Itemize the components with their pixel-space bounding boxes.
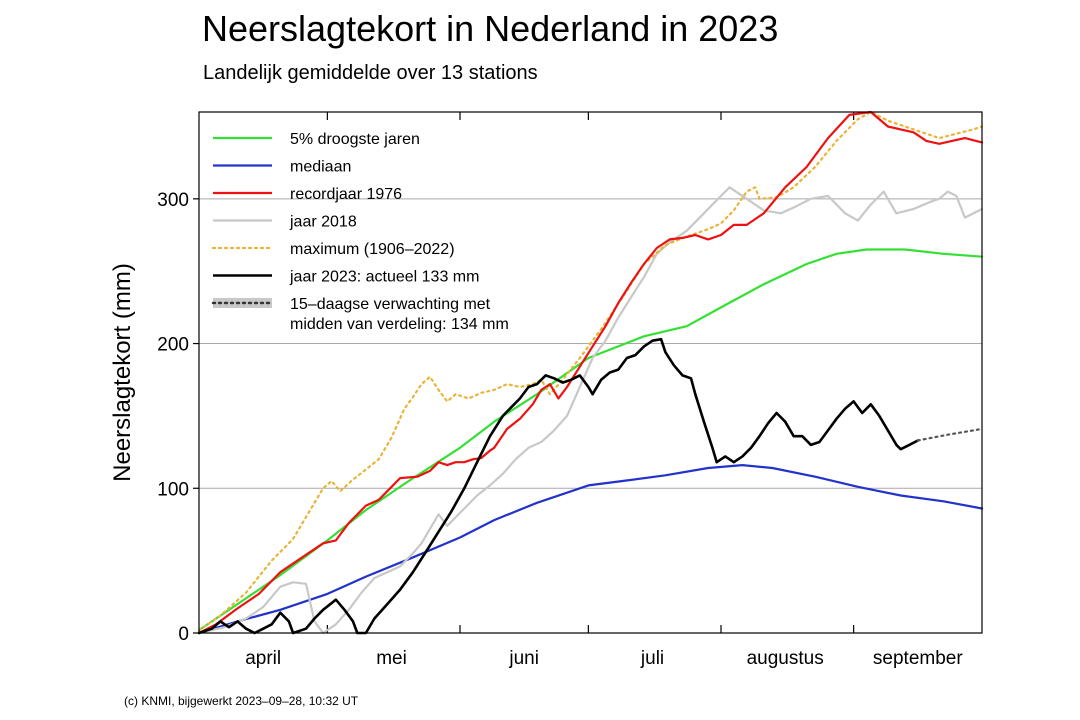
x-tick-label: juli xyxy=(640,648,664,669)
x-tick-label: mei xyxy=(376,648,407,669)
y-tick-label: 100 xyxy=(157,479,189,500)
legend-label: maximum (1906–2022) xyxy=(290,241,455,258)
legend-label: mediaan xyxy=(290,159,351,176)
legend-label: 5% droogste jaren xyxy=(290,131,420,148)
chart-subtitle: Landelijk gemiddelde over 13 stations xyxy=(203,62,538,84)
y-tick-label: 0 xyxy=(178,624,189,645)
x-tick-label: juni xyxy=(508,648,539,669)
y-ticks: 0 100 200 300 xyxy=(157,190,199,645)
x-tick-label: april xyxy=(245,648,281,669)
series-line xyxy=(197,110,984,635)
legend-label: jaar 2018 xyxy=(289,214,357,231)
x-tick-label: augustus xyxy=(747,648,824,669)
series-lines xyxy=(197,110,984,635)
legend-label: 15–daagse verwachting met midden van verd… xyxy=(290,296,509,333)
legend-label: recordjaar 1976 xyxy=(290,186,402,203)
x-month-labels: april mei juni juli augustus september xyxy=(245,648,963,669)
y-axis-label: Neerslagtekort (mm) xyxy=(109,263,136,482)
y-tick-label: 300 xyxy=(157,190,189,211)
x-tick-label: september xyxy=(873,648,963,669)
chart-title: Neerslagtekort in Nederland in 2023 xyxy=(202,8,779,49)
series-line xyxy=(197,464,984,635)
month-boundaries xyxy=(326,112,855,633)
series-line xyxy=(197,248,984,632)
legend: 5% droogste jaren mediaan recordjaar 1976 j… xyxy=(211,131,509,333)
legend-label: jaar 2023: actueel 133 mm xyxy=(289,269,479,286)
y-tick-label: 200 xyxy=(157,335,189,356)
series-line xyxy=(916,427,984,442)
plot-frame xyxy=(198,111,983,634)
series-line xyxy=(197,186,984,635)
credit-line: (c) KNMI, bijgewerkt 2023–09–28, 10:32 U… xyxy=(124,694,359,708)
series-line xyxy=(197,337,920,635)
